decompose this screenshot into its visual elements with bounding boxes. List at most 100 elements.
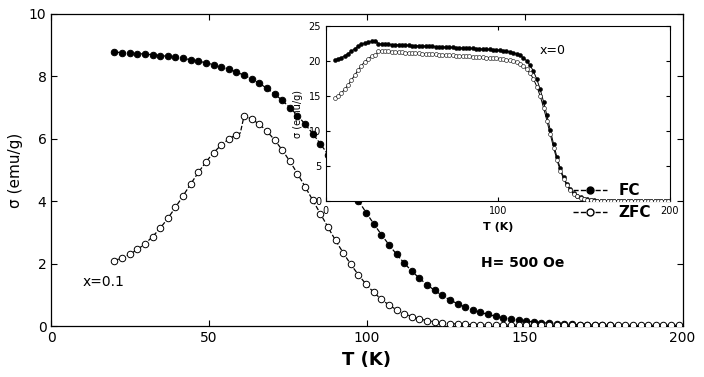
Point <box>520 322 532 328</box>
Point <box>635 323 646 329</box>
Point <box>239 72 250 78</box>
X-axis label: T (K): T (K) <box>342 351 391 369</box>
Point <box>422 317 433 323</box>
Point <box>215 64 227 70</box>
Point <box>436 293 448 299</box>
Point <box>292 113 303 119</box>
Point <box>406 314 417 320</box>
Point <box>116 255 127 261</box>
Point <box>612 323 623 329</box>
Point <box>284 105 296 111</box>
Point <box>330 238 341 244</box>
Point <box>582 322 593 328</box>
Point <box>322 224 334 230</box>
Point <box>109 257 120 264</box>
Point <box>253 80 265 86</box>
Point <box>315 211 326 217</box>
Point <box>315 141 326 147</box>
Point <box>239 113 250 119</box>
Point <box>261 129 272 135</box>
Point <box>284 158 296 164</box>
Point <box>498 322 509 328</box>
Point <box>353 272 364 278</box>
Point <box>139 51 151 57</box>
Point <box>513 322 524 328</box>
Point <box>505 316 517 322</box>
Point <box>177 193 189 199</box>
Point <box>650 323 662 329</box>
Point <box>627 323 639 329</box>
Point <box>201 60 212 66</box>
Point <box>582 322 593 328</box>
Point <box>170 204 181 210</box>
Legend: FC, ZFC: FC, ZFC <box>567 178 657 225</box>
Point <box>414 275 425 281</box>
Point <box>467 307 479 313</box>
Point <box>376 231 387 238</box>
Point <box>658 323 669 329</box>
Point <box>277 98 288 104</box>
Point <box>193 58 204 64</box>
Point <box>475 322 486 328</box>
Point <box>398 260 410 266</box>
Point <box>177 55 189 61</box>
Point <box>574 322 585 328</box>
Point <box>201 159 212 165</box>
Point <box>253 121 265 127</box>
Point <box>307 197 318 203</box>
Y-axis label: σ (emu/g): σ (emu/g) <box>8 132 23 208</box>
Point <box>551 321 562 327</box>
Point <box>429 287 441 293</box>
Point <box>124 251 135 257</box>
Point <box>155 52 166 58</box>
Point <box>391 251 402 257</box>
Point <box>658 322 669 328</box>
Point <box>665 323 677 329</box>
Point <box>643 323 654 329</box>
Point <box>513 317 524 323</box>
Point <box>452 321 463 327</box>
Point <box>330 163 341 169</box>
Point <box>223 136 234 142</box>
Point <box>277 147 288 153</box>
Point <box>345 261 356 267</box>
Point <box>345 186 356 192</box>
Point <box>292 171 303 177</box>
Point <box>543 322 555 328</box>
Point <box>368 221 379 227</box>
Point <box>460 322 471 328</box>
Point <box>475 310 486 316</box>
Text: H= 500 Oe: H= 500 Oe <box>481 256 564 270</box>
Point <box>376 296 387 302</box>
Point <box>673 322 684 328</box>
Point <box>452 301 463 307</box>
Point <box>566 322 577 328</box>
Point <box>215 142 227 148</box>
Point <box>269 91 280 97</box>
Point <box>414 316 425 322</box>
Point <box>551 322 562 328</box>
Point <box>436 320 448 326</box>
Point <box>338 175 349 181</box>
Point <box>155 225 166 231</box>
Point <box>185 57 196 63</box>
Point <box>116 49 127 55</box>
Point <box>498 315 509 321</box>
Point <box>231 69 242 75</box>
Point <box>132 247 143 253</box>
Point <box>384 242 395 248</box>
Point <box>673 323 684 329</box>
Point <box>605 322 616 328</box>
Point <box>147 233 158 239</box>
Point <box>299 184 310 190</box>
Point <box>353 198 364 204</box>
Point <box>597 322 608 328</box>
Point <box>559 321 570 327</box>
Point <box>185 181 196 187</box>
Point <box>368 289 379 295</box>
Point <box>132 51 143 57</box>
Point <box>490 313 501 319</box>
Point <box>612 322 623 328</box>
Point <box>528 322 539 328</box>
Point <box>147 52 158 58</box>
